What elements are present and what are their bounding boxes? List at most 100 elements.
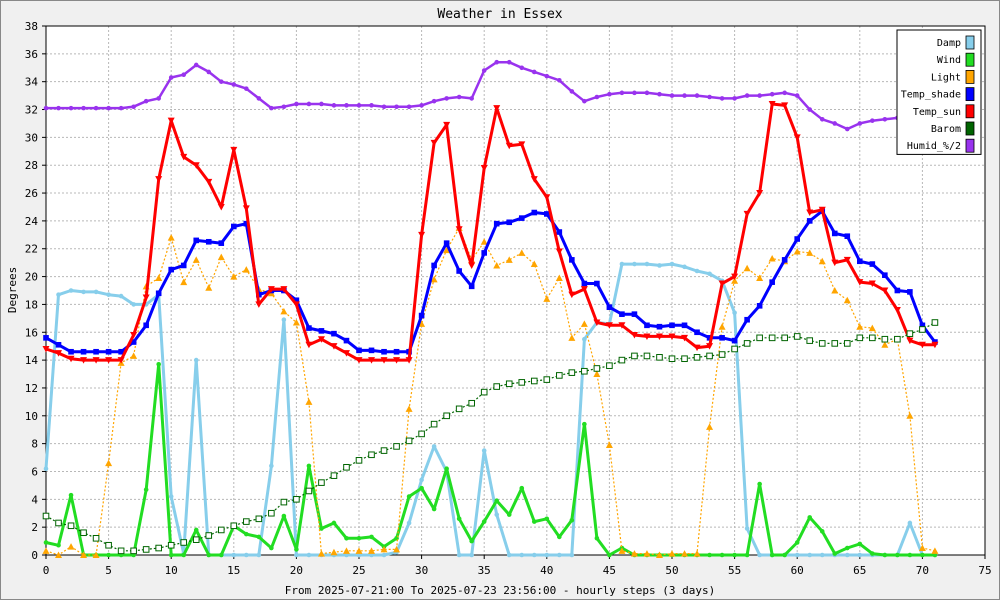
- data-point: [344, 552, 349, 558]
- data-point: [205, 178, 213, 186]
- data-point: [355, 457, 363, 464]
- data-point: [605, 322, 613, 329]
- data-point: [693, 354, 701, 361]
- data-point: [268, 509, 275, 517]
- data-point: [206, 69, 212, 75]
- data-point: [857, 541, 863, 547]
- data-point: [630, 550, 638, 557]
- data-point: [607, 552, 612, 558]
- y-tick-label: 30: [25, 131, 38, 144]
- data-point: [519, 485, 525, 491]
- data-point: [731, 277, 739, 284]
- data-point: [743, 264, 751, 272]
- data-point: [319, 101, 324, 107]
- series-barom: [42, 319, 939, 555]
- data-point: [369, 552, 374, 558]
- data-point: [844, 126, 850, 132]
- data-point: [318, 328, 325, 334]
- data-point: [81, 105, 86, 111]
- data-point: [405, 357, 413, 364]
- data-point: [493, 261, 501, 269]
- data-point: [556, 372, 563, 379]
- data-point: [317, 550, 325, 557]
- data-point: [669, 261, 675, 267]
- data-point: [155, 274, 163, 281]
- plot-background: [46, 26, 985, 555]
- data-point: [781, 334, 788, 342]
- data-point: [844, 233, 851, 240]
- data-point: [406, 104, 412, 110]
- data-point: [568, 291, 576, 299]
- data-point: [68, 288, 74, 293]
- data-point: [732, 310, 737, 316]
- data-point: [756, 274, 764, 281]
- data-point: [293, 496, 300, 503]
- x-tick-label: 75: [978, 564, 991, 577]
- data-point: [443, 412, 450, 420]
- data-point: [418, 231, 426, 239]
- data-point: [857, 552, 863, 558]
- data-point: [907, 289, 913, 295]
- data-point: [856, 279, 864, 286]
- data-point: [256, 534, 262, 540]
- data-point: [430, 420, 438, 428]
- data-point: [192, 536, 200, 543]
- data-point: [419, 485, 424, 491]
- data-point: [643, 352, 651, 360]
- data-point: [180, 539, 188, 546]
- data-point: [431, 506, 437, 512]
- data-point: [80, 551, 88, 558]
- data-point: [42, 512, 50, 520]
- data-point: [719, 96, 725, 101]
- data-point: [156, 361, 161, 367]
- data-point: [292, 319, 300, 326]
- data-point: [280, 498, 288, 506]
- series-temp-shade: [43, 208, 938, 355]
- data-point: [931, 547, 939, 554]
- data-point: [694, 268, 700, 274]
- data-point: [230, 146, 238, 154]
- data-point: [93, 105, 99, 111]
- data-point: [330, 343, 338, 350]
- data-point: [594, 280, 600, 287]
- data-point: [55, 519, 62, 527]
- data-point: [681, 355, 688, 363]
- x-tick-label: 55: [728, 564, 741, 577]
- data-point: [156, 96, 161, 101]
- x-tick-label: 45: [603, 564, 616, 577]
- data-point: [819, 552, 825, 558]
- data-point: [205, 238, 212, 245]
- data-point: [167, 234, 175, 241]
- x-tick-label: 0: [43, 564, 50, 577]
- data-point: [568, 369, 576, 376]
- data-point: [632, 90, 637, 96]
- data-point: [655, 333, 663, 340]
- data-point: [881, 287, 889, 294]
- data-point: [731, 337, 738, 344]
- data-point: [870, 551, 875, 556]
- data-point: [707, 271, 712, 277]
- data-point: [643, 550, 651, 557]
- data-point: [193, 357, 199, 363]
- x-tick-label: 70: [916, 564, 929, 577]
- data-point: [431, 262, 437, 269]
- data-point: [632, 261, 637, 267]
- data-point: [92, 551, 100, 558]
- data-point: [644, 322, 650, 329]
- data-point: [381, 348, 387, 355]
- data-point: [68, 348, 74, 355]
- data-point: [594, 535, 600, 541]
- data-point: [355, 357, 363, 364]
- x-tick-label: 50: [665, 564, 678, 577]
- data-point: [306, 552, 312, 558]
- series-line: [45, 209, 937, 354]
- data-point: [468, 399, 475, 407]
- data-point: [117, 357, 125, 364]
- data-point: [130, 339, 137, 345]
- y-tick-label: 20: [25, 271, 38, 284]
- data-point: [331, 103, 337, 108]
- data-point: [707, 94, 712, 100]
- data-point: [744, 526, 750, 531]
- y-tick-label: 16: [25, 326, 38, 339]
- data-point: [343, 463, 350, 471]
